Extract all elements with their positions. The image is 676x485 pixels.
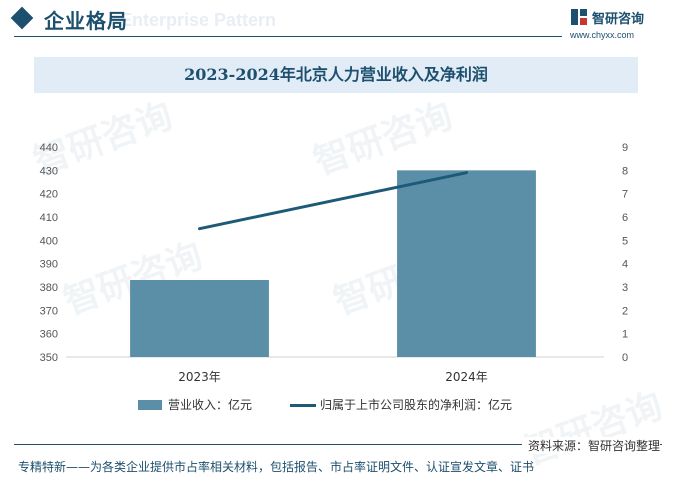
y-right-tick-label: 4 bbox=[622, 259, 628, 271]
line-net-profit bbox=[198, 171, 468, 231]
y-right-tick-label: 9 bbox=[622, 142, 628, 154]
y-left-tick-label: 440 bbox=[40, 142, 58, 154]
y-left-tick-label: 430 bbox=[40, 165, 58, 177]
y-right-tick-label: 2 bbox=[622, 305, 628, 317]
y-left-tick-label: 350 bbox=[40, 352, 58, 364]
header-divider bbox=[14, 36, 562, 37]
header-background-text: Enterprise Pattern bbox=[120, 10, 277, 30]
x-tick-label: 2023年 bbox=[178, 370, 221, 384]
legend-bar-swatch bbox=[138, 400, 162, 410]
y-right-tick-label: 1 bbox=[622, 329, 628, 341]
y-left-tick-label: 380 bbox=[40, 282, 58, 294]
y-left-tick-label: 410 bbox=[40, 212, 58, 224]
brand-logo-icon bbox=[571, 9, 587, 25]
brand-url: www.chyxx.com bbox=[570, 30, 635, 40]
y-right-tick-label: 6 bbox=[622, 212, 628, 224]
y-left-tick-label: 390 bbox=[40, 259, 58, 271]
x-tick-label: 2024年 bbox=[445, 370, 488, 384]
y-left-tick-label: 370 bbox=[40, 305, 58, 317]
bar-revenue bbox=[397, 170, 536, 357]
y-right-tick-label: 8 bbox=[622, 165, 628, 177]
bar-revenue bbox=[130, 280, 269, 357]
source-divider bbox=[14, 444, 662, 445]
y-right-tick-label: 7 bbox=[622, 189, 628, 201]
y-left-tick-label: 400 bbox=[40, 235, 58, 247]
section-title: 企业格局 bbox=[44, 9, 128, 33]
y-right-tick-label: 5 bbox=[622, 235, 628, 247]
y-right-tick-label: 3 bbox=[622, 282, 628, 294]
brand-name: 智研咨询 bbox=[592, 12, 645, 27]
chart: 350 360 370 380 390 400 410 420 430 440 0 1 2 3 4 5 6 7 8 9… bbox=[40, 142, 628, 384]
chart-title: 2023-2024年北京人力营业收入及净利润 bbox=[184, 65, 488, 84]
footer-text: 专精特新——为各类企业提供市占率相关材料，包括报告、市占率证明文件、认证宣发文章… bbox=[18, 460, 535, 474]
brand-logo: 智研咨询 www.chyxx.com bbox=[566, 6, 666, 40]
legend-line-swatch bbox=[290, 404, 316, 407]
legend-label-revenue: 营业收入：亿元 bbox=[168, 398, 253, 412]
legend-label-profit: 归属于上市公司股东的净利润：亿元 bbox=[320, 398, 513, 412]
y-left-tick-label: 420 bbox=[40, 189, 58, 201]
page-header: Enterprise Pattern 企业格局 bbox=[0, 0, 676, 42]
y-left-tick-label: 360 bbox=[40, 329, 58, 341]
source-note: 资料来源：智研咨询整理 bbox=[521, 437, 660, 454]
chart-title-bar: 2023-2024年北京人力营业收入及净利润 bbox=[34, 57, 638, 93]
y-right-tick-label: 0 bbox=[622, 352, 628, 364]
